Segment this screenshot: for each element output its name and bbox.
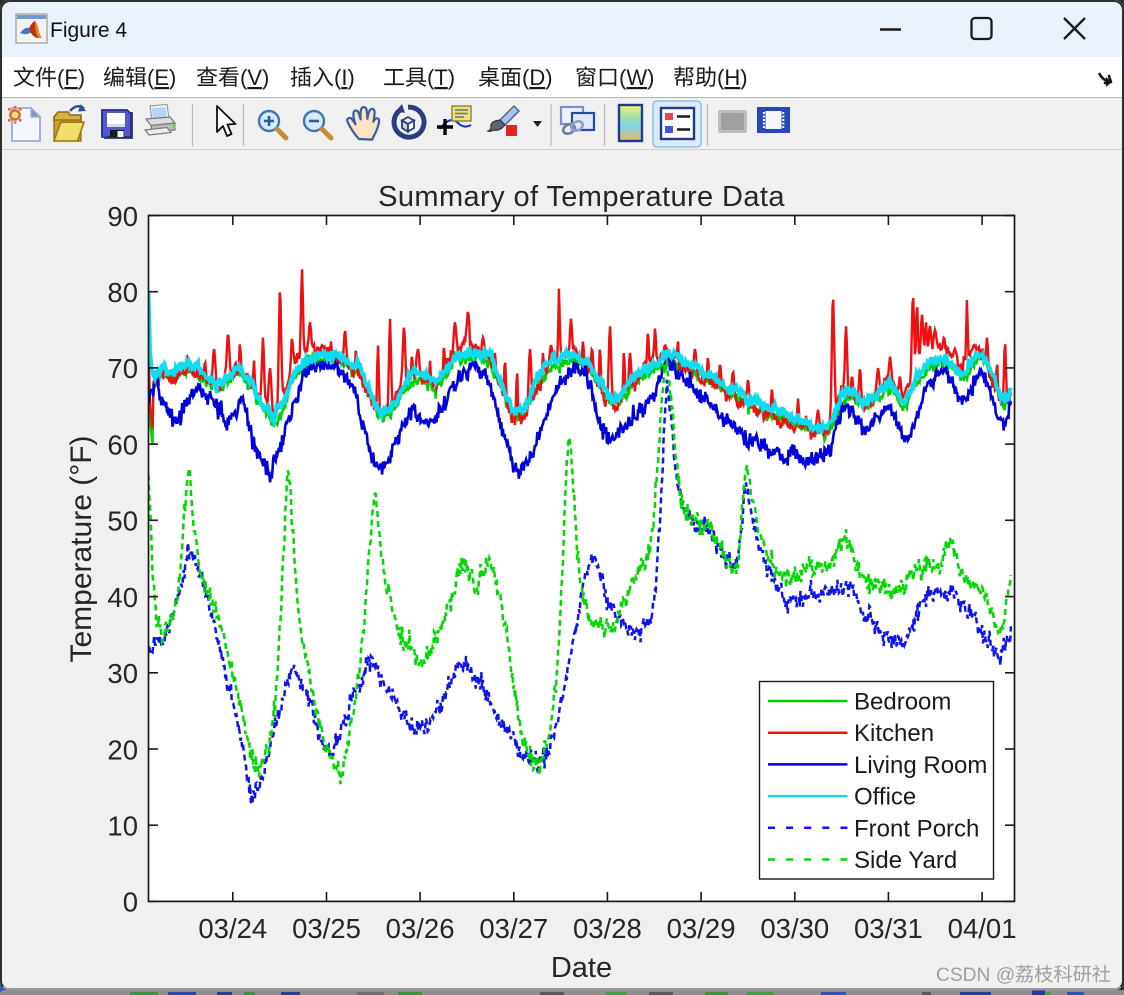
svg-text:10: 10 (107, 811, 138, 842)
svg-text:(H): (H) (717, 65, 748, 90)
svg-text:50: 50 (107, 506, 138, 537)
svg-text:40: 40 (107, 582, 138, 613)
svg-text:03/30: 03/30 (760, 913, 829, 944)
svg-text:Office: Office (854, 784, 916, 811)
svg-text:04/01: 04/01 (948, 913, 1017, 944)
svg-text:(F): (F) (57, 65, 85, 90)
svg-text:03/26: 03/26 (386, 913, 455, 944)
svg-text:03/31: 03/31 (854, 913, 923, 944)
svg-text:(W): (W) (619, 65, 654, 90)
svg-text:Front Porch: Front Porch (854, 815, 979, 842)
svg-text:70: 70 (107, 353, 138, 384)
svg-text:(T): (T) (427, 65, 455, 90)
svg-text:(D): (D) (522, 65, 553, 90)
svg-text:(E): (E) (147, 65, 176, 90)
svg-text:03/27: 03/27 (479, 913, 548, 944)
svg-text:03/28: 03/28 (573, 913, 642, 944)
svg-text:0: 0 (123, 887, 138, 918)
svg-text:90: 90 (107, 201, 138, 232)
svg-text:80: 80 (107, 277, 138, 308)
svg-text:03/24: 03/24 (198, 913, 267, 944)
svg-text:(V): (V) (240, 65, 269, 90)
svg-text:03/25: 03/25 (292, 913, 361, 944)
svg-text:20: 20 (107, 734, 138, 765)
svg-text:03/29: 03/29 (667, 913, 736, 944)
svg-text:(I): (I) (334, 65, 355, 90)
svg-text:Summary of Temperature Data: Summary of Temperature Data (378, 181, 785, 213)
svg-text:Figure 4: Figure 4 (50, 19, 127, 42)
svg-text:Living Room: Living Room (854, 752, 987, 779)
svg-text:Temperature (°F): Temperature (°F) (65, 435, 98, 662)
svg-text:Kitchen: Kitchen (854, 720, 934, 747)
svg-text:30: 30 (107, 658, 138, 689)
svg-text:60: 60 (107, 429, 138, 460)
svg-text:Side Yard: Side Yard (854, 847, 957, 874)
svg-text:Bedroom: Bedroom (854, 689, 951, 716)
svg-text:Date: Date (551, 952, 612, 984)
